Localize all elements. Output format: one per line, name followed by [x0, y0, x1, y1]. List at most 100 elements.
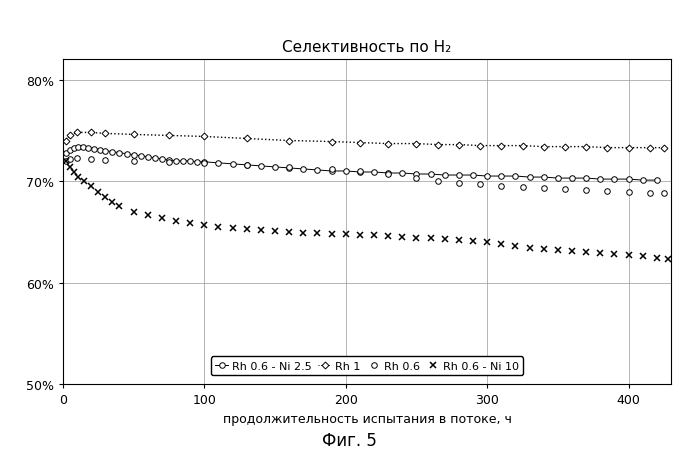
- Rh 0.6: [356, 169, 364, 175]
- X-axis label: продолжительность испытания в потоке, ч: продолжительность испытания в потоке, ч: [222, 412, 512, 425]
- Rh 0.6: [476, 182, 484, 188]
- Rh 0.6 - Ni 2.5: [193, 160, 201, 165]
- Rh 0.6 - Ni 10: [356, 232, 364, 238]
- Rh 0.6: [243, 163, 251, 168]
- Rh 0.6 - Ni 10: [483, 240, 491, 245]
- Rh 1: [646, 145, 654, 151]
- Rh 1: [200, 134, 208, 140]
- Rh 0.6 - Ni 2.5: [653, 178, 661, 183]
- Rh 0.6 - Ni 2.5: [639, 178, 647, 183]
- Line: Rh 0.6 - Ni 10: Rh 0.6 - Ni 10: [62, 158, 672, 263]
- Rh 0.6: [561, 187, 569, 193]
- Rh 0.6 - Ni 10: [610, 252, 619, 257]
- Rh 0.6: [582, 188, 591, 194]
- Rh 0.6 - Ni 10: [664, 257, 672, 263]
- Rh 0.6 - Ni 10: [327, 232, 336, 237]
- Rh 1: [603, 145, 612, 151]
- Rh 0.6 - Ni 10: [596, 251, 605, 257]
- Rh 0.6 - Ni 2.5: [122, 151, 131, 157]
- Rh 0.6 - Ni 10: [200, 223, 208, 228]
- Rh 0.6 - Ni 10: [143, 213, 152, 218]
- Rh 0.6 - Ni 10: [66, 165, 74, 170]
- Rh 0.6: [603, 189, 612, 194]
- Rh 0.6: [129, 159, 138, 164]
- Rh 1: [433, 143, 442, 148]
- Rh 0.6 - Ni 10: [426, 236, 435, 241]
- Rh 0.6 - Ni 10: [398, 235, 407, 240]
- Rh 1: [243, 137, 251, 142]
- Rh 1: [582, 144, 591, 150]
- Rh 1: [540, 144, 548, 150]
- Rh 0.6 - Ni 10: [469, 239, 477, 244]
- Rh 1: [561, 144, 569, 150]
- Rh 0.6 - Ni 10: [540, 247, 548, 252]
- Rh 0.6: [66, 156, 74, 162]
- Rh 1: [356, 140, 364, 146]
- Rh 0.6 - Ni 10: [554, 248, 562, 253]
- Rh 0.6 - Ni 10: [271, 229, 279, 234]
- Rh 0.6 - Ni 2.5: [624, 177, 633, 182]
- Rh 0.6: [101, 158, 110, 163]
- Rh 0.6 - Ni 10: [526, 246, 534, 251]
- Rh 0.6 - Ni 10: [299, 231, 308, 236]
- Rh 0.6 - Ni 2.5: [62, 150, 70, 156]
- Rh 0.6 - Ni 10: [94, 190, 103, 196]
- Rh 0.6 - Ni 10: [243, 226, 251, 232]
- Rh 1: [101, 131, 110, 137]
- Rh 1: [87, 130, 95, 136]
- Rh 0.6: [624, 190, 633, 196]
- Rh 0.6 - Ni 10: [229, 225, 237, 231]
- Rh 0.6: [384, 172, 392, 177]
- Rh 0.6 - Ni 10: [257, 227, 265, 233]
- Rh 0.6: [62, 159, 70, 164]
- Rh 0.6 - Ni 10: [568, 249, 576, 254]
- Rh 1: [660, 145, 668, 151]
- Line: Rh 0.6: Rh 0.6: [63, 156, 667, 197]
- Rh 1: [73, 130, 81, 136]
- Rh 0.6: [660, 191, 668, 197]
- Rh 0.6 - Ni 10: [384, 234, 392, 239]
- Rh 0.6 - Ni 10: [412, 236, 421, 241]
- Rh 1: [624, 145, 633, 151]
- Rh 1: [384, 142, 392, 147]
- Rh 0.6: [519, 185, 527, 191]
- Rh 0.6 - Ni 10: [129, 209, 138, 215]
- Rh 0.6 - Ni 10: [115, 204, 124, 210]
- Rh 0.6: [497, 184, 505, 189]
- Rh 0.6: [285, 165, 294, 170]
- Rh 0.6 - Ni 2.5: [96, 148, 104, 153]
- Rh 0.6 - Ni 10: [62, 159, 70, 164]
- Rh 1: [62, 138, 70, 144]
- Rh 0.6 - Ni 10: [172, 219, 180, 224]
- Rh 0.6 - Ni 10: [186, 220, 194, 226]
- Rh 0.6: [200, 161, 208, 166]
- Rh 0.6 - Ni 10: [511, 244, 519, 249]
- Rh 0.6: [455, 181, 463, 187]
- Rh 1: [476, 144, 484, 149]
- Rh 0.6 - Ni 10: [653, 256, 661, 262]
- Rh 0.6: [73, 156, 81, 161]
- Rh 0.6 - Ni 10: [80, 179, 88, 184]
- Rh 1: [519, 144, 527, 149]
- Rh 0.6 - Ni 10: [639, 254, 647, 259]
- Rh 0.6 - Ni 10: [158, 215, 166, 221]
- Rh 0.6 - Ni 10: [70, 170, 78, 175]
- Rh 1: [66, 133, 74, 139]
- Rh 0.6 - Ni 10: [74, 175, 82, 181]
- Rh 0.6: [87, 156, 95, 162]
- Rh 1: [327, 139, 336, 145]
- Rh 0.6: [646, 191, 654, 197]
- Rh 1: [129, 132, 138, 138]
- Rh 0.6 - Ni 10: [370, 232, 378, 238]
- Legend: Rh 0.6 - Ni 2.5, Rh 1, Rh 0.6, Rh 0.6 - Ni 10: Rh 0.6 - Ni 2.5, Rh 1, Rh 0.6, Rh 0.6 - …: [210, 357, 524, 375]
- Rh 0.6 - Ni 2.5: [582, 176, 591, 181]
- Rh 0.6 - Ni 10: [285, 230, 294, 235]
- Rh 0.6 - Ni 10: [624, 253, 633, 258]
- Rh 1: [455, 143, 463, 148]
- Rh 0.6 - Ni 10: [455, 238, 463, 243]
- Rh 0.6: [433, 179, 442, 184]
- Line: Rh 1: Rh 1: [64, 131, 666, 151]
- Rh 1: [165, 133, 173, 139]
- Rh 0.6 - Ni 10: [108, 200, 117, 206]
- Rh 0.6 - Ni 10: [497, 242, 505, 247]
